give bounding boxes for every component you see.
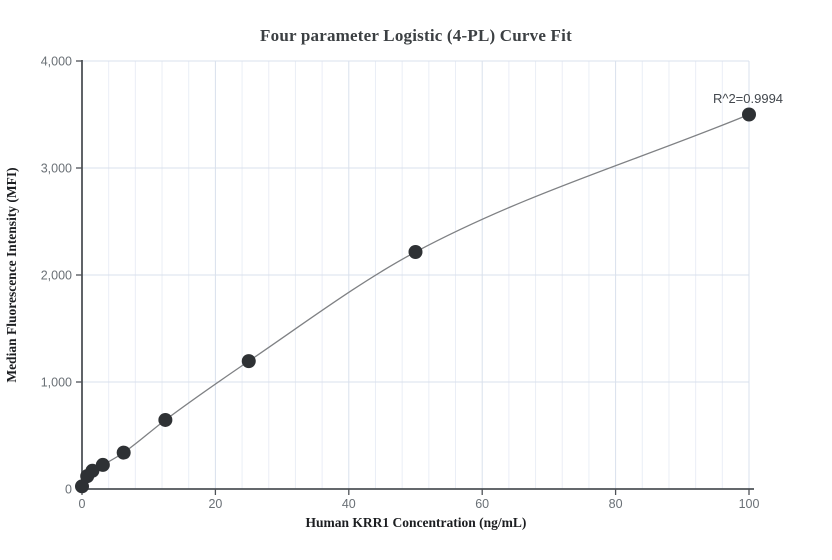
axes: 0 20 40 60 80 100 0 1,000 2,000 3,000 4,000	[41, 55, 760, 512]
y-tick-label: 4,000	[41, 55, 72, 69]
x-tick-label: 80	[609, 497, 623, 511]
x-tick-label: 100	[739, 497, 760, 511]
data-point	[85, 463, 100, 478]
x-tick-label: 0	[79, 497, 86, 511]
chart-title: Four parameter Logistic (4-PL) Curve Fit	[260, 26, 572, 45]
y-tick-label: 2,000	[41, 269, 72, 283]
r-squared-annotation: R^2=0.9994	[712, 91, 784, 106]
y-tick-label: 3,000	[41, 162, 72, 176]
data-point	[241, 354, 256, 369]
x-tick-label: 40	[342, 497, 356, 511]
data-point	[158, 412, 173, 427]
gridlines	[82, 60, 750, 489]
data-points	[75, 107, 756, 494]
data-point	[116, 445, 131, 460]
x-tick-label: 20	[208, 497, 222, 511]
x-axis-title: Human KRR1 Concentration (ng/mL)	[305, 515, 527, 530]
data-point	[742, 107, 756, 122]
y-tick-label: 0	[65, 483, 72, 497]
data-point	[408, 244, 423, 259]
data-point	[95, 457, 110, 472]
fit-line	[81, 113, 750, 487]
y-tick-label: 1,000	[41, 376, 72, 390]
x-tick-label: 60	[475, 497, 489, 511]
